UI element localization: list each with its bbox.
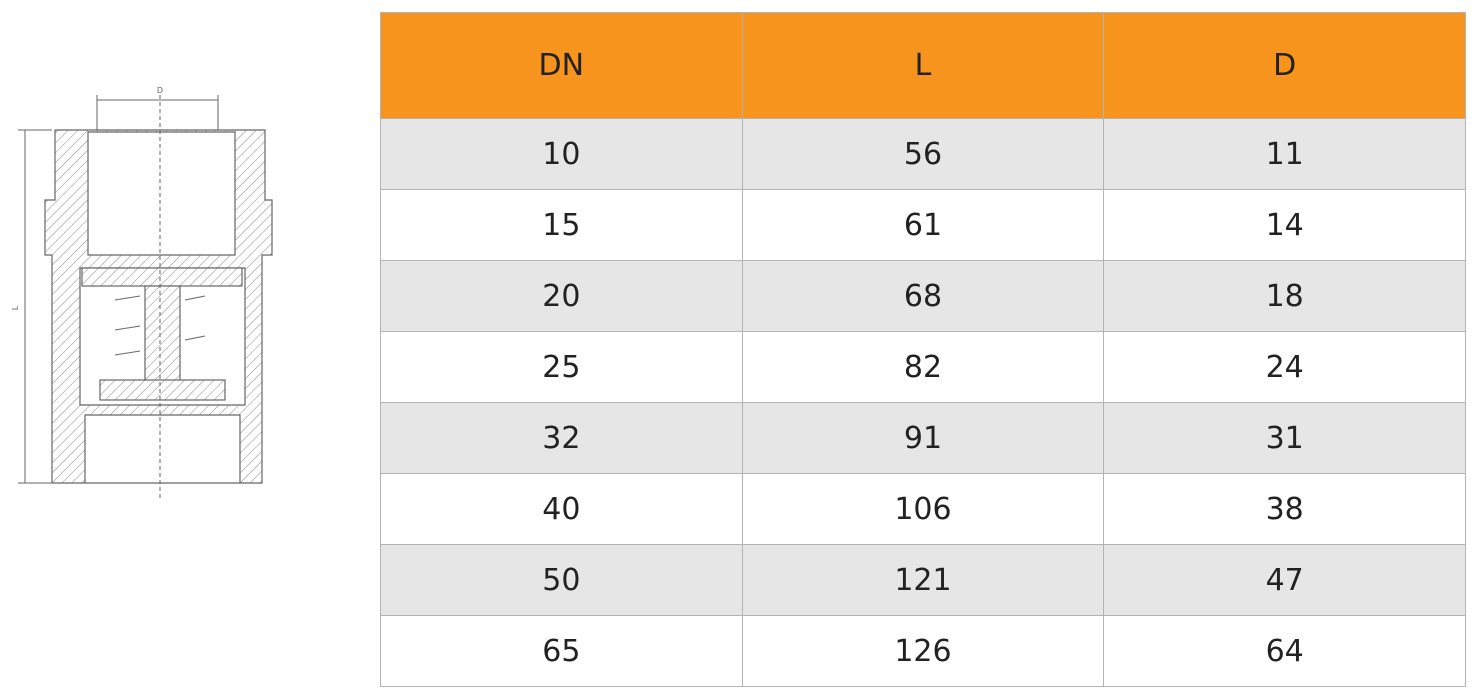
table-cell: 106 [741,473,1105,545]
table-cell: 64 [1103,615,1466,687]
table-cell: 24 [1103,331,1466,403]
table-row: 40 106 38 [380,473,1466,545]
header-row: DN L D [380,12,1466,119]
table-cell: 38 [1103,473,1466,545]
table-cell: 82 [741,331,1105,403]
table-row: 65 126 64 [380,615,1466,687]
table-cell: 25 [380,331,743,403]
valve-drawing: D L [11,86,273,500]
table-row: 15 61 14 [380,189,1466,261]
table-cell: 10 [380,118,743,190]
table-cell: 40 [380,473,743,545]
spec-table: DN L D 10 56 11 15 61 14 20 68 18 25 82 24 32 91 31 40 106 3… [380,12,1466,687]
table-row: 50 121 47 [380,544,1466,616]
width-label: D [157,86,163,95]
table-cell: 121 [741,544,1105,616]
table-cell: 61 [741,189,1105,261]
table-cell: 20 [380,260,743,332]
table-row: 25 82 24 [380,331,1466,403]
table-cell: 15 [380,189,743,261]
table-cell: 56 [741,118,1105,190]
header-cell: DN [380,12,743,119]
table-row: 10 56 11 [380,118,1466,190]
table-cell: 50 [380,544,743,616]
table-row: 32 91 31 [380,402,1466,474]
valve-section [44,129,273,484]
table-cell: 68 [741,260,1105,332]
table-cell: 32 [380,402,743,474]
table-cell: 14 [1103,189,1466,261]
table-cell: 47 [1103,544,1466,616]
table-row: 20 68 18 [380,260,1466,332]
table-cell: 65 [380,615,743,687]
valve-details [18,95,241,500]
table-cell: 91 [741,402,1105,474]
table-cell: 31 [1103,402,1466,474]
header-cell: L [741,12,1105,119]
table-cell: 11 [1103,118,1466,190]
length-label: L [11,305,20,310]
table-cell: 126 [741,615,1105,687]
header-cell: D [1103,12,1466,119]
table-cell: 18 [1103,260,1466,332]
